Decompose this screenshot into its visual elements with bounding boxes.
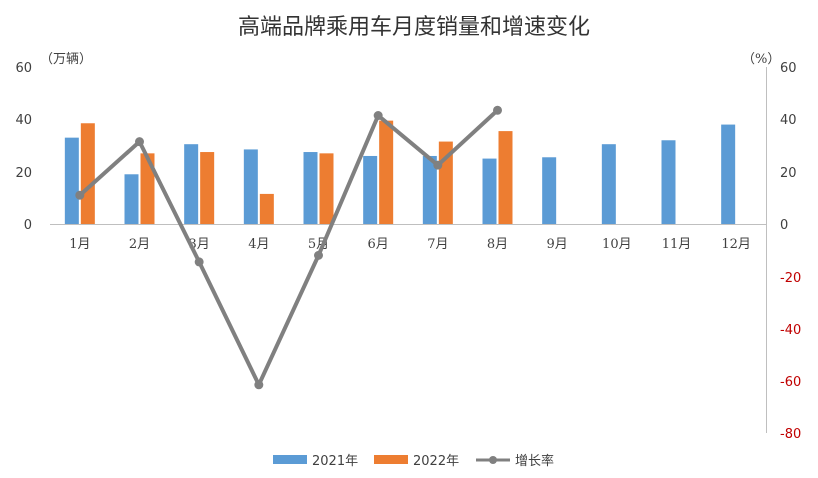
bar-2022年-1月 bbox=[80, 123, 95, 224]
bar-2022年-5月 bbox=[319, 153, 334, 224]
bar-2021年-1月 bbox=[64, 137, 79, 224]
left-tick: 40 bbox=[15, 113, 32, 128]
right-tick: -60 bbox=[780, 375, 801, 390]
right-tick: 40 bbox=[780, 113, 797, 128]
right-tick: 60 bbox=[780, 61, 797, 76]
growth-point-7月 bbox=[433, 160, 443, 170]
left-tick: 0 bbox=[24, 218, 32, 233]
category-label: 11月 bbox=[662, 237, 692, 252]
left-tick: 20 bbox=[15, 166, 32, 181]
legend-swatch-2021 bbox=[273, 455, 307, 464]
growth-point-5月 bbox=[314, 250, 323, 260]
legend: 2021年 2022年 增长率 bbox=[273, 453, 554, 469]
bar-2021年-8月 bbox=[482, 158, 497, 224]
right-tick: 20 bbox=[780, 166, 797, 181]
bar-2021年-12月 bbox=[721, 124, 736, 224]
growth-point-8月 bbox=[493, 105, 502, 115]
legend-swatch-2022 bbox=[374, 455, 408, 464]
left-axis-unit: （万辆） bbox=[40, 52, 92, 67]
right-axis-unit: （%） bbox=[742, 52, 780, 67]
growth-point-6月 bbox=[373, 111, 383, 121]
category-label: 2月 bbox=[129, 237, 150, 252]
bar-2022年-3月 bbox=[200, 152, 215, 224]
category-label: 9月 bbox=[547, 237, 568, 252]
bar-2022年-2月 bbox=[140, 153, 155, 224]
legend-marker-growth bbox=[489, 456, 497, 464]
category-label: 4月 bbox=[248, 237, 269, 252]
right-axis-ticks: 60 40 20 0 -20 -40 -60 -80 bbox=[780, 61, 801, 442]
bar-2021年-4月 bbox=[243, 149, 258, 224]
chart-title: 高端品牌乘用车月度销量和增速变化 bbox=[238, 15, 590, 40]
category-label: 8月 bbox=[487, 237, 508, 252]
bar-2021年-7月 bbox=[422, 155, 437, 224]
legend-label-2022: 2022年 bbox=[413, 454, 459, 469]
category-label: 6月 bbox=[368, 237, 389, 252]
bar-2021年-6月 bbox=[363, 155, 378, 224]
bars bbox=[64, 120, 736, 224]
category-label: 1月 bbox=[69, 237, 90, 252]
legend-label-growth: 增长率 bbox=[515, 453, 554, 469]
category-label: 12月 bbox=[721, 237, 751, 252]
legend-label-2021: 2021年 bbox=[312, 454, 358, 469]
growth-line bbox=[75, 105, 502, 390]
category-label: 7月 bbox=[427, 237, 448, 252]
growth-point-2月 bbox=[135, 137, 144, 147]
left-axis-ticks: 60 40 20 0 bbox=[15, 61, 32, 233]
growth-point-1月 bbox=[75, 190, 85, 200]
bar-2021年-5月 bbox=[303, 152, 318, 224]
growth-line-path bbox=[78, 108, 499, 387]
bar-2022年-6月 bbox=[379, 120, 394, 224]
bar-2022年-4月 bbox=[259, 193, 274, 224]
growth-point-4月 bbox=[254, 380, 264, 390]
growth-point-3月 bbox=[194, 257, 204, 267]
right-tick: 0 bbox=[780, 218, 788, 233]
bar-2021年-9月 bbox=[542, 157, 557, 224]
bar-2021年-2月 bbox=[124, 174, 139, 224]
category-labels: 1月 2月 3月 4月 5月 6月 7月 8月 9月 10月 11月 12月 bbox=[69, 237, 751, 252]
bar-2021年-10月 bbox=[601, 144, 616, 224]
bar-2021年-11月 bbox=[661, 140, 676, 224]
left-tick: 60 bbox=[15, 61, 32, 76]
bar-2022年-8月 bbox=[498, 131, 513, 224]
bar-2021年-3月 bbox=[184, 144, 199, 224]
right-tick: -20 bbox=[780, 271, 801, 286]
category-label: 10月 bbox=[602, 237, 632, 252]
right-tick: -80 bbox=[780, 427, 801, 442]
right-tick: -40 bbox=[780, 323, 801, 338]
